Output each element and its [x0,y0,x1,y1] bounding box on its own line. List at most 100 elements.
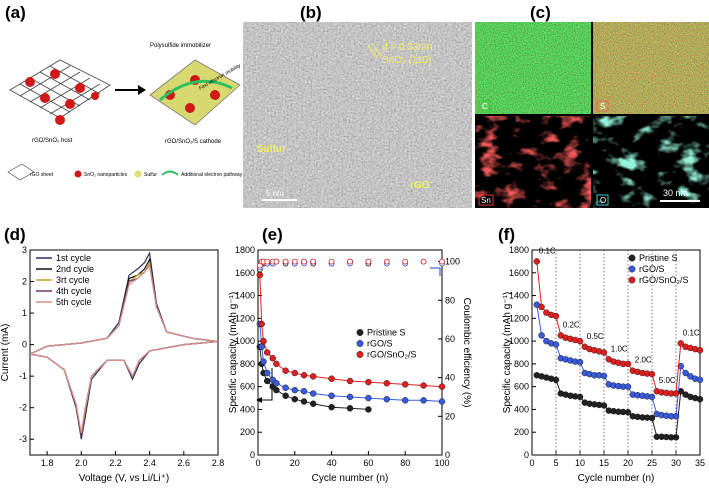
y-tick-label: 1400 [235,291,255,301]
data-point [383,395,390,403]
data-point [258,320,265,328]
data-point [402,381,409,388]
y2-axis-label: Coulombic efficiency (%) [461,298,472,408]
efficiency-point [420,258,427,265]
y-tick-label: 3 [22,245,27,255]
data-point [291,369,298,377]
annotation: Polysulfide immobilizer [150,43,211,49]
schematic: (a) Polysulfide immobilizer Fast electro… [5,3,243,181]
data-point [310,390,317,397]
host-graphic [9,59,111,119]
element-label: Sn [481,196,491,205]
efficiency-point [310,258,317,265]
y-tick-label: -1 [19,371,27,381]
efficiency-point [301,258,307,265]
efficiency-point [347,258,353,265]
data-point [402,397,409,404]
data-point [552,341,560,348]
data-point [533,258,540,265]
y-tick-label: 0 [22,340,27,350]
data-point [282,384,289,392]
data-point [648,393,656,401]
scale-text: 5 nm [266,189,284,198]
data-point [696,347,704,354]
data-point [310,400,317,407]
x-tick-label: 100 [434,458,449,468]
efficiency-point [328,258,335,265]
legend-text: 4th cycle [56,286,92,296]
panel-label: (d) [4,225,26,244]
data-point [282,392,289,399]
element-box [596,194,609,206]
map-c [475,22,591,114]
legend-text: 1st cycle [56,253,91,263]
data-point [282,367,289,374]
data-point [291,395,298,403]
y-tick-label: 200 [514,427,529,437]
data-point [273,380,280,387]
x-tick-label: 40 [327,458,337,468]
legend-marker [356,329,364,336]
arrow-head [256,397,262,403]
legend-text: rGO sheet [30,172,54,178]
efficiency-point [402,258,409,265]
y-tick-label: 1800 [235,245,255,255]
plot-frame [257,249,443,456]
legend-text: Additional electron pathway [181,172,243,178]
annotation: Sulfur [257,144,286,155]
scale-text: 30 nm [663,188,688,198]
y-tick-label: 1600 [509,268,529,278]
data-point [420,382,427,389]
y-tick-label: -3 [19,434,27,444]
rate-label: 0.2C [563,320,580,329]
x-tick-label: 2.8 [212,458,225,468]
efficiency-point [383,258,390,265]
x-axis-label: Cycle number (n) [578,473,655,484]
legend-text: rGO/S [639,264,665,274]
data-point [538,332,545,339]
caption: rGO/SnO₂ host [32,138,73,144]
tem-texture [243,22,472,208]
eds-mapping: (c) C S Sn O 30 nm [475,3,709,208]
y-tick-label: 0 [524,450,529,460]
data-point [696,376,704,384]
legend-marker [628,276,636,284]
y-tick-label: 800 [514,359,529,369]
data-point [256,271,264,279]
schematic-legend: rGO sheet SnO₂ nanoparticles Sulfur Addi… [7,163,243,181]
y-tick-label: 1000 [235,336,255,346]
x-tick-label: 25 [647,458,657,468]
x-axis-label: Cycle number (n) [312,473,389,484]
cathode-graphic [149,59,241,126]
legend-marker [356,351,364,358]
efficiency-point [439,258,445,265]
legend-marker [628,265,636,273]
data-point [438,398,446,405]
y-tick-label: 200 [240,427,255,437]
data-point [269,354,276,362]
data-point [273,386,280,394]
x-tick-label: 60 [363,458,373,468]
y2-tick-label: 0 [445,450,450,460]
data-point [260,358,267,365]
data-point [273,360,280,368]
rate-label: 2.0C [635,356,652,365]
data-point [672,434,680,441]
data-point [648,370,656,378]
legend-text: SnO₂ nanoparticles [84,172,128,178]
data-point [552,376,560,384]
data-point [264,349,271,356]
legend-text: 5th cycle [56,297,92,307]
data-point [648,414,656,422]
panel-label: (e) [262,225,283,244]
y-tick-label: 1 [22,308,27,318]
y-tick-label: 1200 [509,313,529,323]
y-tick-label: 600 [240,382,255,392]
data-point [576,358,584,366]
panel-label: (b) [300,3,322,22]
x-tick-label: 2.4 [143,458,156,468]
data-point [365,378,372,386]
y2-tick-label: 80 [445,295,455,305]
y-tick-label: 0 [250,450,255,460]
rate-label: 0.1C [683,328,700,337]
